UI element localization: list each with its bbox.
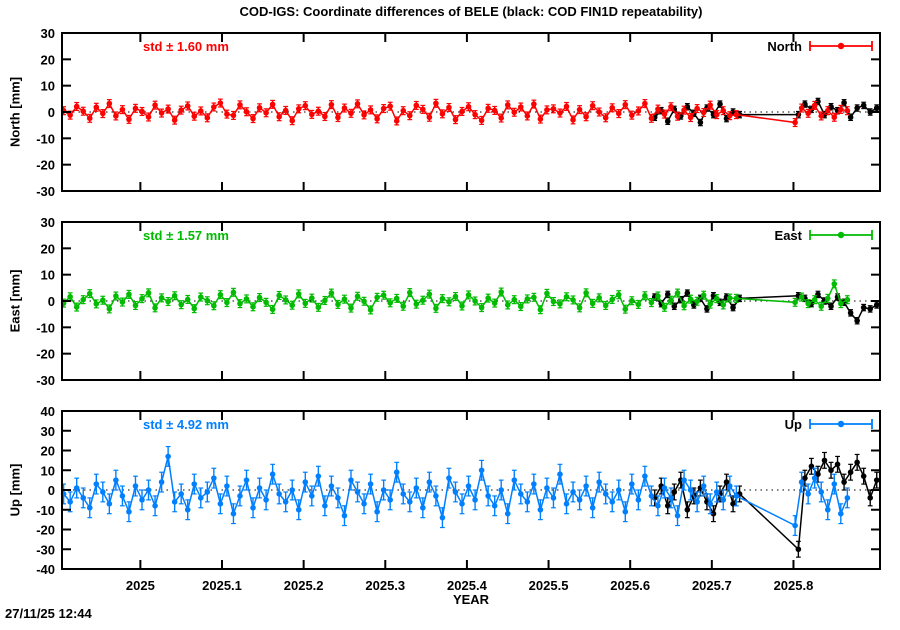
x-tick-label: 2025.5 xyxy=(529,578,569,593)
y-tick-label: 30 xyxy=(41,26,55,41)
y-tick-label: -10 xyxy=(36,503,55,518)
panel-up: 40 30 20 10 0 -10 -20 -30 -40 2025 2025.1 2025.2 202… xyxy=(36,404,881,593)
y-tick-label: 20 xyxy=(41,52,55,67)
y-tick-label: -30 xyxy=(36,373,55,388)
panel-north: 30 20 10 0 -10 -20 -30 std ± 1.60 mm North xyxy=(36,26,881,199)
panel-border xyxy=(61,410,881,570)
chart-title: COD-IGS: Coordinate differences of BELE … xyxy=(239,4,703,19)
timestamp: 27/11/25 12:44 xyxy=(5,606,92,621)
std-label-east: std ± 1.57 mm xyxy=(143,228,229,243)
x-axis-label: YEAR xyxy=(452,592,490,607)
y-tick-label: 10 xyxy=(41,79,55,94)
y-tick-label: -30 xyxy=(36,184,55,199)
y-tick-label: -20 xyxy=(36,158,55,173)
std-label-north: std ± 1.60 mm xyxy=(143,39,229,54)
legend-label-north: North xyxy=(767,39,802,54)
legend-label-up: Up xyxy=(785,417,802,432)
legend-sample-east xyxy=(809,230,873,240)
y-tick-label: 0 xyxy=(48,105,55,120)
x-tick-label: 2025.3 xyxy=(365,578,405,593)
x-tick-label: 2025.8 xyxy=(774,578,814,593)
y-axis-label-up: Up [mm] xyxy=(7,463,23,517)
std-label-up: std ± 4.92 mm xyxy=(143,417,229,432)
y-tick-label: 0 xyxy=(48,294,55,309)
panel-border xyxy=(61,221,881,381)
y-tick-label: -20 xyxy=(36,523,55,538)
series-up-fin1d-repeatability xyxy=(651,451,880,558)
x-tick-label: 2025 xyxy=(126,578,155,593)
y-tick-label: -20 xyxy=(36,347,55,362)
y-tick-label: 40 xyxy=(41,404,55,419)
x-tick-label: 2025.6 xyxy=(610,578,650,593)
y-tick-label: -10 xyxy=(36,131,55,146)
legend-sample-north xyxy=(809,41,873,51)
series-north-cod-igs-difference xyxy=(60,98,851,128)
y-tick-label: -10 xyxy=(36,320,55,335)
series-up-cod-igs-difference xyxy=(60,445,851,537)
x-tick-label: 2025.4 xyxy=(447,578,488,593)
y-tick-label: 0 xyxy=(48,483,55,498)
y-tick-label: 30 xyxy=(41,215,55,230)
x-tick-label: 2025.7 xyxy=(692,578,732,593)
y-axis-label-east: East [mm] xyxy=(7,269,23,333)
panel-border xyxy=(61,32,881,192)
y-axis-label-north: North [mm] xyxy=(7,76,23,148)
x-tick-label: 2025.1 xyxy=(202,578,242,593)
series-east-cod-igs-difference xyxy=(60,279,851,315)
y-tick-label: 30 xyxy=(41,424,55,439)
legend-label-east: East xyxy=(775,228,803,243)
y-tick-label: -40 xyxy=(36,562,55,577)
y-tick-label: 10 xyxy=(41,268,55,283)
y-tick-label: 10 xyxy=(41,463,55,478)
y-tick-label: 20 xyxy=(41,241,55,256)
x-tick-label: 2025.2 xyxy=(284,578,324,593)
legend-sample-up xyxy=(809,419,873,429)
panel-east: 30 20 10 0 -10 -20 -30 std ± 1.57 mm East xyxy=(36,215,881,388)
y-tick-label: -30 xyxy=(36,542,55,557)
y-tick-label: 20 xyxy=(41,444,55,459)
